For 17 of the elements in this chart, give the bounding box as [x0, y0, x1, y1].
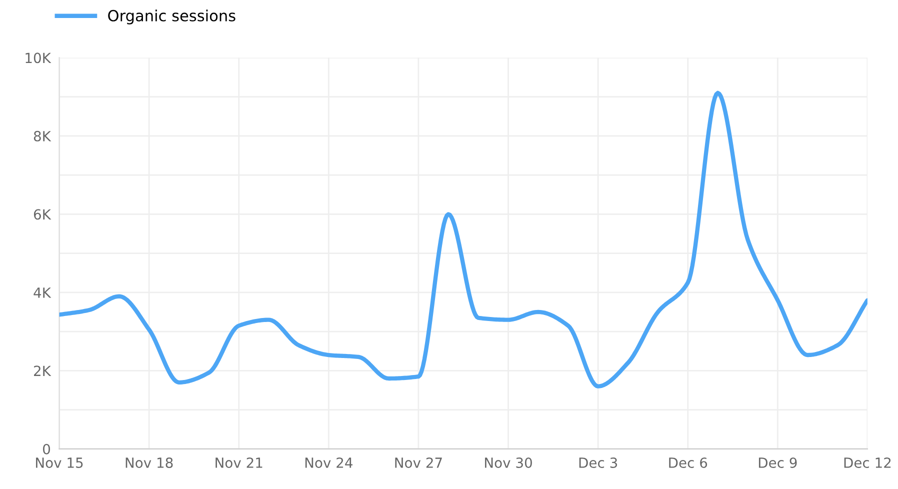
y-tick-label: 2K: [34, 366, 52, 376]
x-tick-label: Nov 30: [485, 457, 532, 468]
x-tick-label: Nov 18: [126, 457, 173, 468]
y-tick-label: 8K: [34, 130, 52, 142]
x-tick-label: Nov 24: [305, 457, 352, 468]
y-tick-label: 4K: [34, 288, 52, 298]
x-tick-label: Nov 27: [395, 457, 442, 468]
y-tick-label: 0: [43, 444, 50, 454]
x-tick-label: Dec 9: [758, 457, 797, 468]
y-tick-label: 6K: [34, 209, 52, 220]
x-tick-label: Nov 21: [216, 457, 262, 468]
legend-label: Organic sessions: [108, 10, 236, 24]
x-tick-label: Dec 6: [669, 457, 708, 468]
x-tick-label: Nov 15: [36, 458, 83, 468]
y-tick-label: 10K: [26, 52, 52, 64]
x-tick-label: Dec 12: [844, 457, 891, 468]
x-tick-label: Dec 3: [579, 457, 618, 468]
